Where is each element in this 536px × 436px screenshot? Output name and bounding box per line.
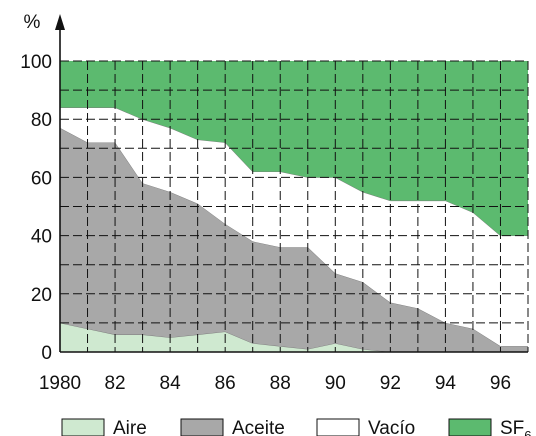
axes	[55, 14, 528, 353]
legend-item-sf6: SF6	[448, 418, 532, 436]
legend-item-vacio: Vacío	[316, 418, 415, 436]
y-axis-label: %	[24, 12, 41, 33]
x-tick-labels: 1980 82 84 86 88 90 92 94 96	[39, 373, 511, 394]
x-tick-label: 92	[380, 373, 401, 394]
y-tick-label: 20	[31, 285, 52, 306]
legend-swatch	[61, 418, 105, 436]
legend-label: Vacío	[368, 418, 415, 436]
y-tick-label: 100	[20, 52, 52, 73]
x-tick-label: 86	[215, 373, 236, 394]
y-tick-label: 80	[31, 110, 52, 131]
legend-swatch	[180, 418, 224, 436]
x-tick-label: 88	[270, 373, 291, 394]
y-axis-arrow-icon	[55, 14, 65, 30]
legend-swatch	[448, 418, 492, 436]
x-tick-label: 82	[104, 373, 125, 394]
y-tick-label: 40	[31, 227, 52, 248]
area-vacio	[60, 107, 528, 347]
legend-item-aceite: Aceite	[180, 418, 285, 436]
legend-item-aire: Aire	[61, 418, 147, 436]
legend-label: Aire	[113, 418, 147, 436]
area-aceite	[60, 127, 528, 353]
legend-label-subscript: 6	[524, 428, 531, 436]
area-aire	[60, 322, 528, 352]
x-tick-label: 90	[325, 373, 346, 394]
y-tick-label: 60	[31, 168, 52, 189]
legend-label: Aceite	[232, 418, 285, 436]
x-tick-label: 84	[160, 373, 182, 394]
x-tick-label: 1980	[39, 373, 81, 394]
legend: Aire Aceite Vacío SF6	[61, 418, 532, 436]
legend-swatch	[316, 418, 360, 436]
y-tick-label: 0	[41, 343, 52, 364]
x-tick-label: 94	[435, 373, 457, 394]
x-tick-label: 96	[490, 373, 511, 394]
grid-lines	[60, 60, 529, 352]
legend-label: SF6	[500, 418, 532, 436]
y-tick-labels: 0 20 40 60 80 100	[20, 52, 52, 364]
